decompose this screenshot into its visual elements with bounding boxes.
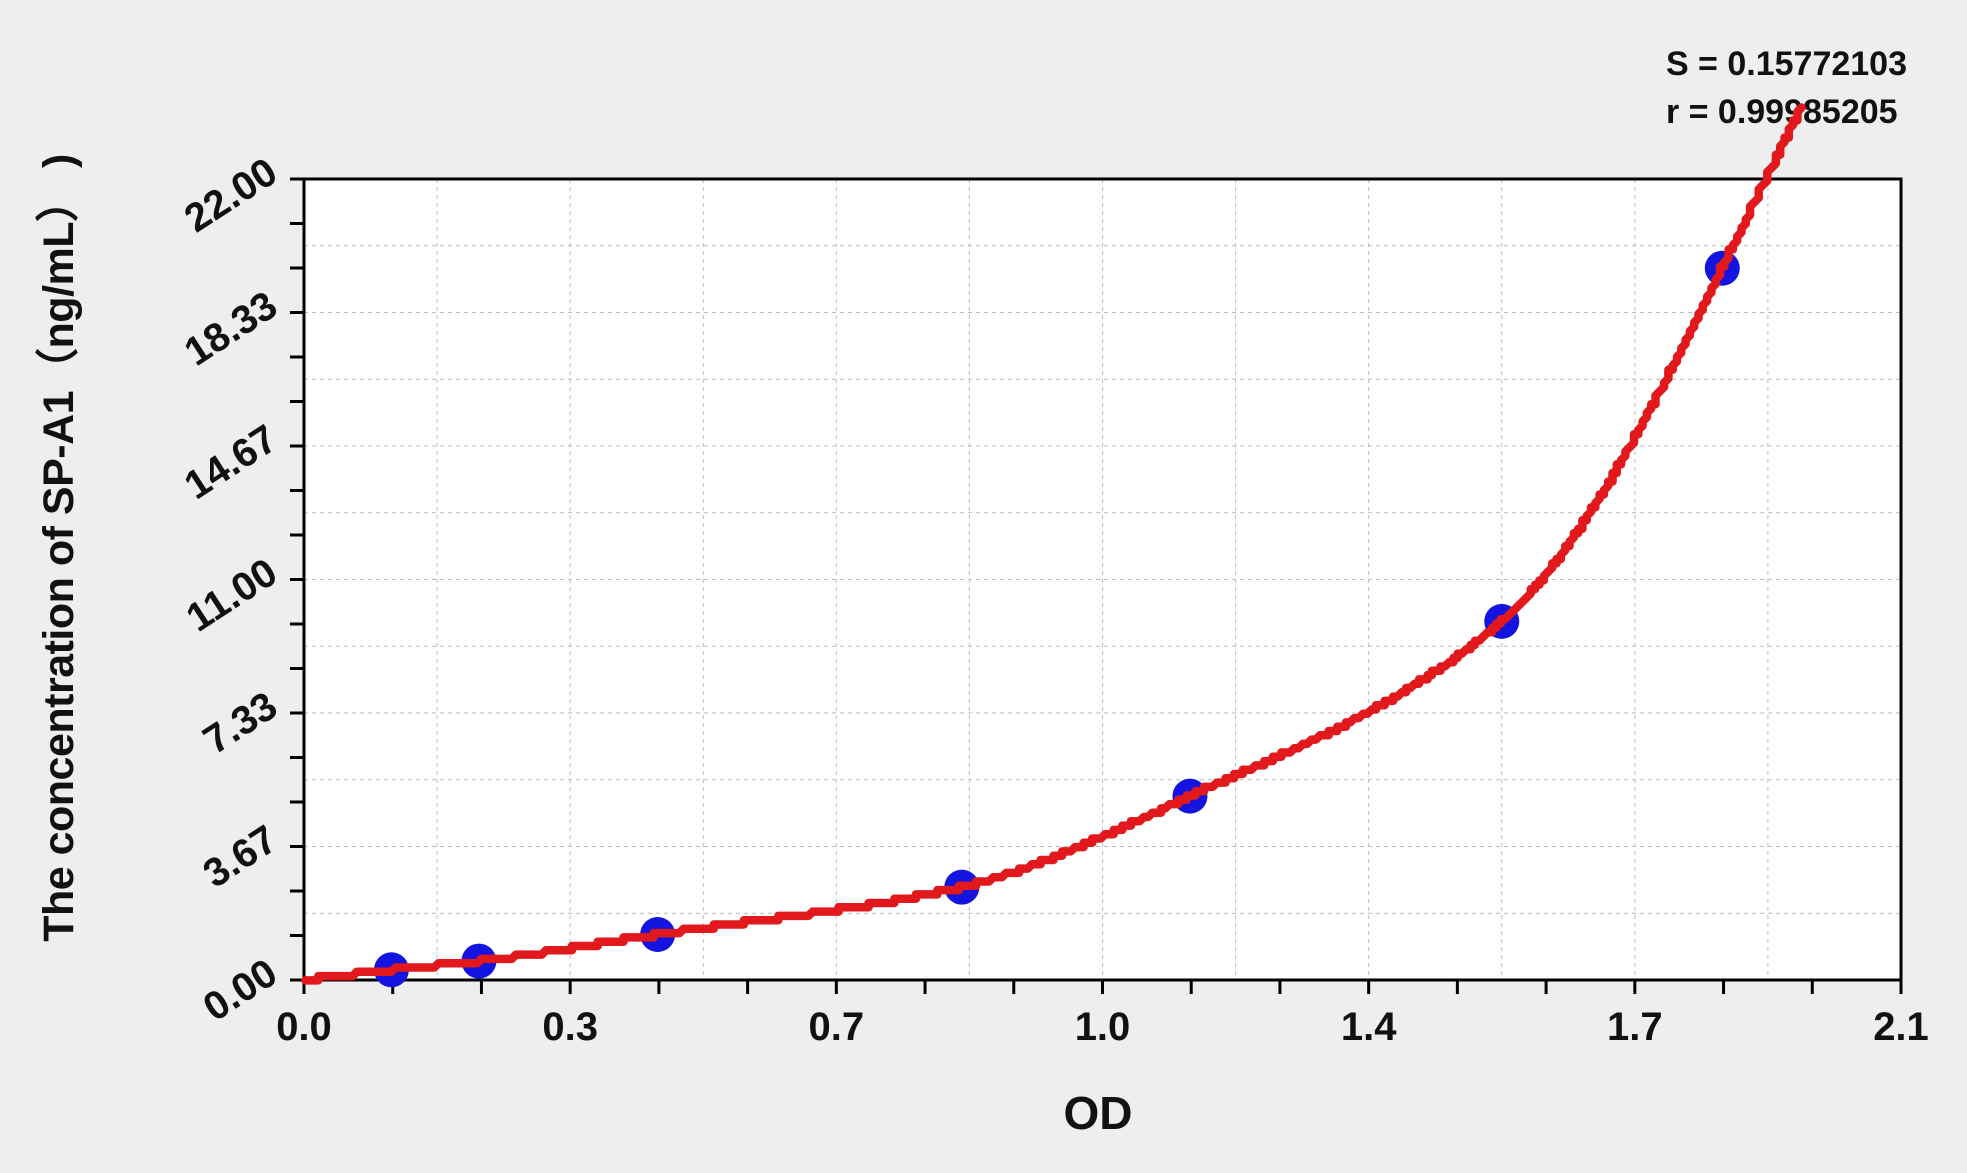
svg-text:0.3: 0.3: [542, 1005, 598, 1049]
svg-text:0.0: 0.0: [276, 1005, 332, 1049]
svg-text:18.33: 18.33: [177, 283, 285, 374]
svg-text:3.67: 3.67: [196, 817, 285, 896]
svg-text:7.33: 7.33: [196, 684, 285, 763]
svg-text:11.00: 11.00: [179, 550, 285, 640]
svg-text:1.4: 1.4: [1341, 1005, 1397, 1049]
svg-text:0.7: 0.7: [809, 1005, 865, 1049]
svg-text:2.1: 2.1: [1873, 1005, 1929, 1049]
svg-text:22.00: 22.00: [177, 150, 285, 241]
svg-text:1.0: 1.0: [1075, 1005, 1131, 1049]
svg-text:0.00: 0.00: [196, 951, 285, 1030]
svg-text:1.7: 1.7: [1607, 1005, 1663, 1049]
svg-text:14.67: 14.67: [177, 417, 285, 508]
